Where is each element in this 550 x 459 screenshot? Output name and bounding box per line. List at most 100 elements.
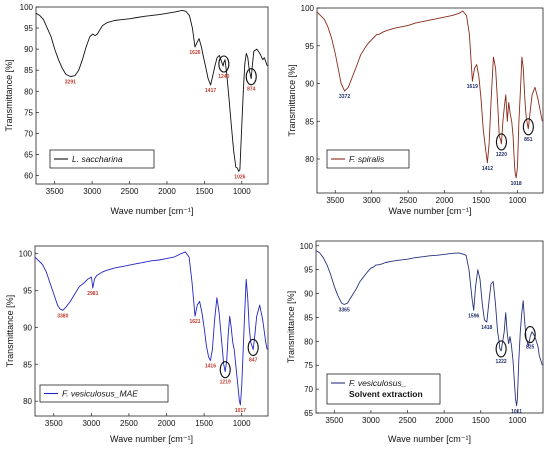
spectrum-line xyxy=(316,10,543,179)
x-tick-label: 3000 xyxy=(362,416,380,425)
y-tick-label: 75 xyxy=(304,361,313,370)
y-tick-label: 70 xyxy=(24,129,33,138)
y-tick-label: 80 xyxy=(305,155,314,164)
legend-box xyxy=(49,149,155,169)
y-axis-label: Transmittance [%] xyxy=(5,295,15,367)
x-axis-label: Wave number [cm⁻¹] xyxy=(110,434,193,444)
legend-entry: F. spiralis xyxy=(349,154,385,164)
peak-label: 1219 xyxy=(220,380,231,386)
peak-label: 1018 xyxy=(511,181,522,187)
x-tick-label: 1500 xyxy=(195,187,213,196)
x-tick-label: 2000 xyxy=(436,196,454,205)
plot-frame xyxy=(35,6,269,185)
legend-subtitle: Solvent extraction xyxy=(349,389,423,399)
y-tick-label: 95 xyxy=(24,24,33,33)
peak-label: 1412 xyxy=(482,166,493,172)
y-tick-label: 70 xyxy=(304,385,313,394)
y-tick-label: 80 xyxy=(304,337,313,346)
peak-highlight-circle xyxy=(218,55,230,73)
y-tick-label: 65 xyxy=(304,409,313,418)
chart-panel-4: 3500 3000 2500 2000 1500 1000 65 70 75 80 85 90 95 10… xyxy=(286,240,544,444)
peak-label: 847 xyxy=(249,357,258,363)
y-axis-label: Transmittance [%] xyxy=(287,64,297,136)
peak-label: 1026 xyxy=(234,174,245,180)
x-tick-label: 1000 xyxy=(508,416,526,425)
plot-frame xyxy=(34,245,269,417)
peak-label: 1596 xyxy=(468,313,479,319)
x-axis-label: Wave number [cm⁻¹] xyxy=(389,206,472,216)
peak-label: 3372 xyxy=(339,94,350,100)
y-tick-label: 75 xyxy=(24,108,33,117)
plot-frame xyxy=(316,7,544,194)
peak-label: 2981 xyxy=(87,291,98,297)
y-tick-label: 85 xyxy=(24,66,33,75)
spectrum-line xyxy=(34,251,268,406)
y-tick-label: 85 xyxy=(305,117,314,126)
peak-label: 1017 xyxy=(235,408,246,414)
x-tick-label: 2000 xyxy=(158,419,176,428)
peak-label: 874 xyxy=(247,87,256,93)
x-tick-label: 1000 xyxy=(233,187,251,196)
x-tick-label: 3500 xyxy=(326,196,344,205)
plot-frame xyxy=(315,240,544,414)
peak-label: 1011 xyxy=(511,409,522,415)
y-tick-label: 95 xyxy=(23,286,32,295)
y-tick-label: 85 xyxy=(23,360,32,369)
y-tick-label: 100 xyxy=(19,249,33,258)
peak-highlight-circle xyxy=(495,340,507,358)
legend-entry: F. vesiculosus_MAE xyxy=(62,389,138,399)
x-tick-label: 1000 xyxy=(233,419,251,428)
y-tick-label: 100 xyxy=(20,3,34,12)
y-tick-label: 85 xyxy=(304,313,313,322)
peak-label: 825 xyxy=(526,345,535,351)
peak-highlight-circle xyxy=(219,361,231,379)
y-tick-label: 60 xyxy=(24,172,33,181)
x-tick-label: 2500 xyxy=(399,196,417,205)
x-tick-label: 1500 xyxy=(472,196,490,205)
x-tick-label: 3500 xyxy=(46,187,64,196)
peak-highlight-circle xyxy=(522,118,534,136)
x-tick-label: 3500 xyxy=(45,419,63,428)
y-axis-label: Transmittance [%] xyxy=(286,291,296,363)
peak-label: 1626 xyxy=(189,50,200,56)
peak-label: 3291 xyxy=(65,80,76,86)
x-tick-label: 1500 xyxy=(195,419,213,428)
peak-label: 1619 xyxy=(467,84,478,90)
legend-box xyxy=(326,373,441,405)
x-tick-label: 3000 xyxy=(83,187,101,196)
y-tick-label: 100 xyxy=(300,242,314,251)
y-tick-label: 80 xyxy=(24,87,33,96)
peak-label: 1416 xyxy=(205,364,216,370)
y-tick-label: 90 xyxy=(24,45,33,54)
x-tick-label: 3000 xyxy=(363,196,381,205)
x-tick-label: 2000 xyxy=(435,416,453,425)
chart-panel-2: 3500 3000 2500 2000 1500 1000 80 85 90 95 100 Wave … xyxy=(287,4,544,216)
peak-label: 3380 xyxy=(57,313,68,319)
legend-box xyxy=(39,384,169,403)
y-tick-label: 95 xyxy=(305,42,314,51)
peak-highlight-circle xyxy=(245,68,257,86)
x-axis-label: Wave number [cm⁻¹] xyxy=(111,206,194,216)
x-tick-label: 3500 xyxy=(325,416,343,425)
x-tick-label: 1000 xyxy=(509,196,527,205)
legend-entry: F. vesiculosus_ xyxy=(349,378,407,388)
x-tick-label: 2500 xyxy=(121,187,139,196)
y-tick-label: 95 xyxy=(304,266,313,275)
y-tick-label: 65 xyxy=(24,151,33,160)
peak-highlight-circle xyxy=(524,326,536,344)
x-tick-label: 3000 xyxy=(82,419,100,428)
x-tick-label: 1500 xyxy=(472,416,490,425)
y-axis-label: Transmittance [%] xyxy=(4,59,14,131)
y-tick-label: 90 xyxy=(304,290,313,299)
peak-label: 3365 xyxy=(339,308,350,314)
legend-box xyxy=(326,149,410,169)
spectrum-line xyxy=(315,250,543,407)
peak-label: 1417 xyxy=(205,88,216,94)
chart-panel-3: 3500 3000 2500 2000 1500 1000 80 85 90 95 100 Wave … xyxy=(5,245,269,444)
x-axis-label: Wave number [cm⁻¹] xyxy=(388,434,471,444)
chart-panel-1: 3500 3000 2500 2000 1500 1000 60 65 70 75 80 85 90 95… xyxy=(4,3,269,216)
y-tick-label: 100 xyxy=(301,4,315,13)
x-tick-label: 2500 xyxy=(120,419,138,428)
x-tick-label: 2000 xyxy=(158,187,176,196)
